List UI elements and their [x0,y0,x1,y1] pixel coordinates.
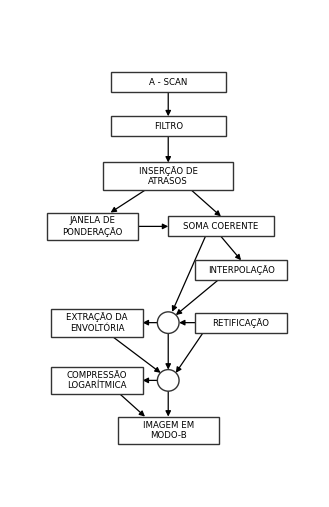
Text: IMAGEM EM
MODO-B: IMAGEM EM MODO-B [142,421,194,440]
Text: A - SCAN: A - SCAN [149,78,188,87]
Text: EXTRAÇÃO DA
ENVOLTÓRIA: EXTRAÇÃO DA ENVOLTÓRIA [66,312,128,333]
Text: JANELA DE
PONDERAÇÃO: JANELA DE PONDERAÇÃO [62,216,122,237]
Bar [46,212,138,240]
Bar [195,313,287,333]
Circle shape [157,370,179,391]
Bar [118,417,218,444]
Bar [168,216,274,236]
Bar [103,162,233,190]
Text: FILTRO: FILTRO [154,122,183,131]
Bar [111,73,226,92]
Bar [51,367,143,394]
Bar [195,260,287,280]
Text: RETIFICAÇÃO: RETIFICAÇÃO [213,318,269,328]
Bar [111,116,226,136]
Circle shape [157,312,179,334]
Text: INSERÇÃO DE
ATRASOS: INSERÇÃO DE ATRASOS [139,166,198,187]
Text: COMPRESSÃO
LOGARÍTMICA: COMPRESSÃO LOGARÍTMICA [67,371,127,390]
Text: INTERPOLAÇÃO: INTERPOLAÇÃO [208,265,274,275]
Bar [51,309,143,337]
Text: SOMA COERENTE: SOMA COERENTE [183,222,259,231]
